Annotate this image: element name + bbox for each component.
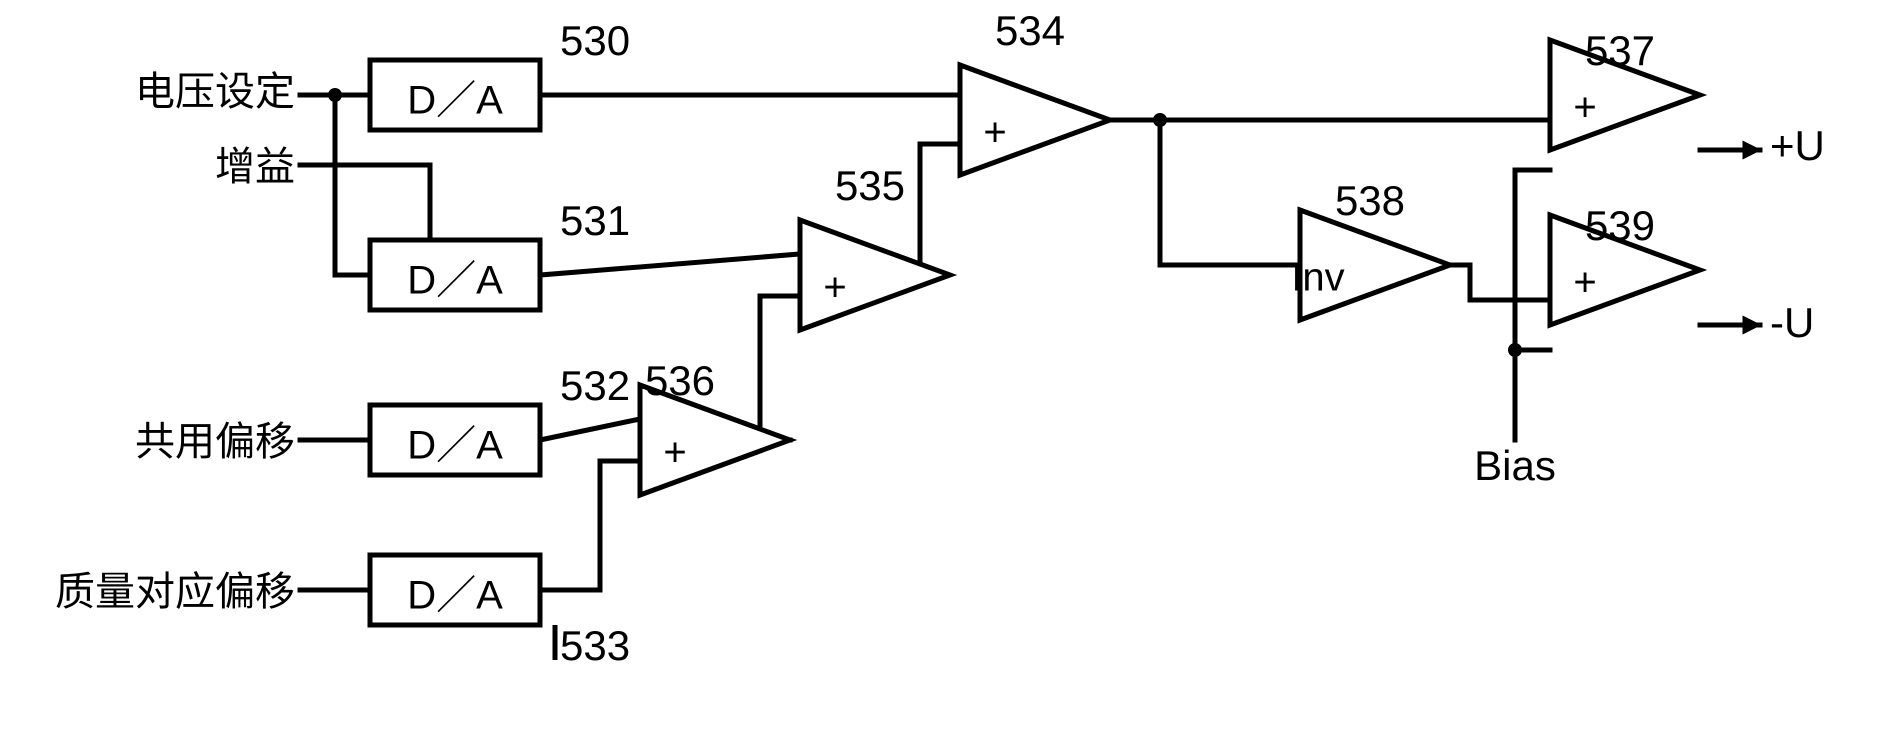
- block-da-533-label: D／A: [407, 574, 503, 618]
- n-bias: [1508, 343, 1522, 357]
- block-da-530-ref: 530: [560, 17, 630, 64]
- block-da-532-ref: 532: [560, 362, 630, 409]
- label-out_minus: -U: [1770, 299, 1814, 346]
- amp-535-ref: 535: [835, 162, 905, 209]
- amp-536-symbol: +: [663, 431, 686, 475]
- block-da-533-ref: 533: [560, 622, 630, 669]
- blocks-layer: D／A 530 D／A 531 D／A 532 D／A 533: [370, 17, 630, 669]
- label-common_offset: 共用偏移: [135, 420, 295, 464]
- n-voltset-split: [328, 88, 342, 102]
- block-da-531-ref: 531: [560, 197, 630, 244]
- wires-layer: [300, 95, 1760, 590]
- block-da-532-label: D／A: [407, 424, 503, 468]
- block-da-533: D／A 533: [370, 555, 630, 669]
- w-voltset-down: [335, 95, 370, 275]
- label-voltage_set: 电压设定: [135, 70, 295, 114]
- amp-536: +536: [640, 357, 790, 495]
- amp-538-symbol: Inv: [1291, 256, 1344, 300]
- amps-layer: +534+535+536+537Inv538+539: [640, 7, 1700, 495]
- amp-539: +539: [1550, 202, 1700, 325]
- label-bias: Bias: [1474, 442, 1556, 489]
- w-bias-v: [1515, 170, 1550, 440]
- amp-537-ref: 537: [1585, 27, 1655, 74]
- amp-537: +537: [1550, 27, 1700, 150]
- amp-538-ref: 538: [1335, 177, 1405, 224]
- w-536-535: [760, 296, 800, 440]
- label-mass_offset: 质量对应偏移: [55, 570, 295, 614]
- amp-538: Inv 538: [1291, 177, 1450, 320]
- amp-536-ref: 536: [645, 357, 715, 404]
- w-535-534: [920, 144, 960, 275]
- w-534-538: [1160, 120, 1300, 265]
- amp-534: +534: [960, 7, 1110, 175]
- w-532-536: [540, 419, 640, 440]
- block-da-531: D／A 531: [370, 197, 630, 310]
- w-gain-in: [300, 165, 430, 240]
- label-out_plus: +U: [1770, 122, 1825, 169]
- amp-534-symbol: +: [983, 111, 1006, 155]
- w-538-539: [1430, 265, 1550, 300]
- w-531-535: [540, 254, 800, 275]
- amp-537-symbol: +: [1573, 86, 1596, 130]
- amp-535: +535: [800, 162, 950, 330]
- block-da-532: D／A 532: [370, 362, 630, 475]
- label-gain: 增益: [215, 145, 295, 189]
- block-da-530: D／A 530: [370, 17, 630, 130]
- amp-539-ref: 539: [1585, 202, 1655, 249]
- w-533-536: [540, 461, 640, 590]
- amp-534-ref: 534: [995, 7, 1065, 54]
- block-da-530-label: D／A: [407, 79, 503, 123]
- block-da-531-label: D／A: [407, 259, 503, 303]
- amp-539-symbol: +: [1573, 261, 1596, 305]
- labels-layer: 电压设定增益共用偏移质量对应偏移 Bias +U -U: [55, 70, 1825, 614]
- n-534-out: [1153, 113, 1167, 127]
- amp-535-symbol: +: [823, 266, 846, 310]
